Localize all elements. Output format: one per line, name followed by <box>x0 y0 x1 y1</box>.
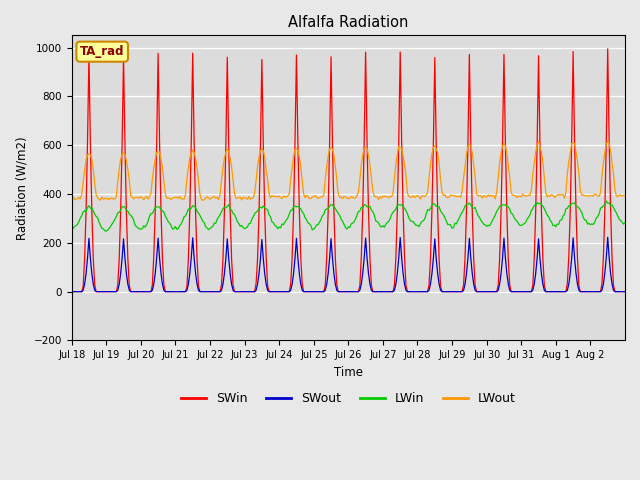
Title: Alfalfa Radiation: Alfalfa Radiation <box>288 15 408 30</box>
SWin <box>360 139 368 144</box>
SWin <box>604 46 612 52</box>
SWout <box>117 271 125 276</box>
LWout <box>604 138 612 144</box>
LWin <box>81 208 88 214</box>
LWout <box>621 192 629 198</box>
SWout <box>81 281 88 287</box>
SWout <box>296 271 303 276</box>
Line: SWin: SWin <box>72 49 625 292</box>
SWout <box>604 234 612 240</box>
LWout <box>297 164 305 169</box>
Line: LWin: LWin <box>72 201 625 231</box>
LWin <box>621 220 629 226</box>
LWout <box>454 193 461 199</box>
Line: LWout: LWout <box>72 141 625 200</box>
SWout <box>621 289 629 295</box>
Y-axis label: Radiation (W/m2): Radiation (W/m2) <box>15 136 28 240</box>
LWin <box>297 206 305 212</box>
LWin <box>68 225 76 231</box>
SWout <box>68 289 76 295</box>
LWout <box>68 196 76 202</box>
SWin <box>452 289 460 295</box>
X-axis label: Time: Time <box>334 366 363 379</box>
SWout <box>435 281 443 287</box>
SWin <box>81 255 88 261</box>
LWout <box>362 144 369 150</box>
SWin <box>117 208 125 214</box>
Legend: SWin, SWout, LWin, LWout: SWin, SWout, LWin, LWout <box>176 387 521 410</box>
Text: TA_rad: TA_rad <box>80 45 124 58</box>
Line: SWout: SWout <box>72 237 625 292</box>
SWin <box>296 208 303 214</box>
LWin <box>602 198 610 204</box>
LWin <box>118 204 126 210</box>
SWout <box>360 255 368 261</box>
SWin <box>68 289 76 295</box>
LWin <box>454 218 461 224</box>
LWout <box>436 177 444 182</box>
LWin <box>362 202 369 208</box>
LWin <box>436 208 444 214</box>
LWout <box>117 157 125 163</box>
LWout <box>199 197 207 203</box>
LWin <box>102 228 110 234</box>
SWin <box>621 289 629 295</box>
SWin <box>435 256 443 262</box>
LWout <box>81 168 88 173</box>
SWout <box>452 289 460 295</box>
